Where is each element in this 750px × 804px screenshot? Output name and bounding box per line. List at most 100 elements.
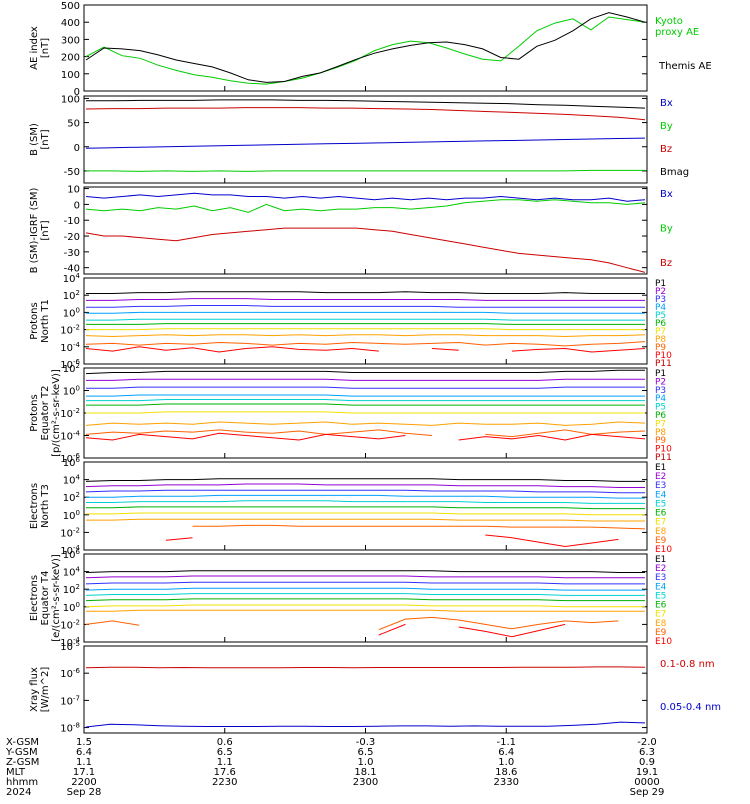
x-row-value: 18.6 xyxy=(495,767,517,778)
legend-entry: P10 xyxy=(655,445,672,455)
y-axis-label: [nT] xyxy=(40,129,51,149)
legend: 0.1-0.8 nm 0.05-0.4 nm xyxy=(660,659,721,713)
series-line-p3 xyxy=(86,305,645,308)
legend-entry: E1 xyxy=(655,555,666,565)
panel-5: 102 100 10-2 10-4 10-6 Protons Equator T2 [p/(c… xyxy=(29,362,672,465)
y-tick-label: 10-6 xyxy=(60,358,80,371)
series-line-p3 xyxy=(86,386,645,389)
series-line-kyoto-proxy-ae xyxy=(85,16,646,85)
series-line-e10 xyxy=(165,534,619,548)
legend-entry: By xyxy=(660,224,673,235)
series-line-p4 xyxy=(86,394,645,397)
y-axis-label: Electrons xyxy=(29,483,40,529)
x-row-label: X-GSM xyxy=(6,737,39,748)
panel-frame xyxy=(83,277,648,365)
x-row-value: 17.1 xyxy=(73,767,95,778)
series-line-p8 xyxy=(85,421,646,426)
x-row-value: 2230 xyxy=(212,777,237,788)
series-line-p8 xyxy=(85,334,646,338)
y-tick-label: -30 xyxy=(64,248,80,259)
series-line-e6 xyxy=(86,506,645,510)
legend-entry: Bz xyxy=(660,144,672,155)
y-tick-label: 10-2 xyxy=(60,324,80,337)
legend-entry: Bmag xyxy=(660,167,689,178)
y-axis-label: Equator T4 xyxy=(40,571,51,626)
series-line-bx xyxy=(85,192,646,202)
legend-entry: By xyxy=(660,121,673,132)
y-tick-label: 10-4 xyxy=(60,341,80,354)
y-tick-label: 400 xyxy=(61,18,80,29)
x-row-value: 1.1 xyxy=(76,757,92,768)
y-tick-label: 106 xyxy=(63,548,81,561)
legend-entry: E10 xyxy=(655,637,672,647)
y-tick-label: 100 xyxy=(63,601,80,614)
legend-entry: E10 xyxy=(655,545,672,555)
legend-entry: P3 xyxy=(655,295,666,305)
y-tick-label: 10-2 xyxy=(60,526,80,539)
y-axis-label: [e/(cm²-s-sr-keV)] xyxy=(51,554,62,642)
legend-entry: Bx xyxy=(660,98,673,109)
legend-entry: E6 xyxy=(655,601,667,611)
y-axis-label: B (SM) xyxy=(29,123,40,156)
panel-2: -50 0 50 100 B (SM) [nT] Bx By Bz Bmag xyxy=(29,94,689,184)
y-axis-label: Equator T2 xyxy=(40,386,51,441)
y-axis-label: AE index xyxy=(29,26,40,70)
series-line-p5 xyxy=(86,318,645,321)
y-tick-label: 100 xyxy=(61,94,80,105)
x-row-value: 1.0 xyxy=(358,757,374,768)
legend-entry: E8 xyxy=(655,619,667,629)
legend-entry: E6 xyxy=(655,509,667,519)
y-tick-label: 10-2 xyxy=(60,618,80,631)
y-axis-label: [W/m^2] xyxy=(40,667,51,713)
y-tick-label: 200 xyxy=(61,53,80,64)
series-line-p2 xyxy=(86,298,645,301)
date-start: Sep 28 xyxy=(67,787,102,798)
x-row-value: 0.6 xyxy=(217,737,233,748)
series-line-bz xyxy=(85,107,646,121)
legend-entry: P5 xyxy=(655,311,666,321)
legend-entry: E7 xyxy=(655,518,666,528)
y-axis-label: Protons xyxy=(29,394,40,431)
y-axis-label: [p/(cm²-s-sr-keV)] xyxy=(51,369,62,457)
series-line-e8 xyxy=(86,518,645,522)
y-axis-label: [nT] xyxy=(40,38,51,58)
y-tick-label: -50 xyxy=(64,167,80,178)
panel-frame xyxy=(83,553,648,643)
x-row-value: 2200 xyxy=(71,777,96,788)
panel-frame xyxy=(83,4,648,92)
legend-entry: P7 xyxy=(655,419,666,429)
x-row-value: -0.3 xyxy=(356,737,376,748)
legend-entry: E4 xyxy=(655,582,667,592)
y-tick-label: 10-7 xyxy=(60,694,80,707)
year-label: 2024 xyxy=(6,787,31,798)
legend-entry: E9 xyxy=(655,628,667,638)
x-row-value: 0000 xyxy=(634,777,659,788)
series-line-e2 xyxy=(85,575,645,579)
y-tick-label: 10 xyxy=(67,185,80,196)
legend-entry: E9 xyxy=(655,536,667,546)
series-line-e5 xyxy=(86,500,645,504)
y-tick-label: 10-2 xyxy=(60,407,80,420)
x-row-value: 18.1 xyxy=(354,767,376,778)
series-line-p4 xyxy=(86,311,645,314)
series-line-e10 xyxy=(378,623,566,638)
y-axis-label: North T3 xyxy=(40,484,51,528)
series-line-p6 xyxy=(86,323,645,325)
y-tick-label: 10-4 xyxy=(60,430,80,443)
legend-entry: P8 xyxy=(655,428,666,438)
legend-entry: P11 xyxy=(655,359,672,369)
y-tick-label: 50 xyxy=(67,119,80,130)
legend-entry: P9 xyxy=(655,436,666,446)
series-line-e7 xyxy=(86,512,645,516)
series-line-e2 xyxy=(85,483,645,488)
series-line-e5 xyxy=(85,593,645,596)
legend-entry: P5 xyxy=(655,403,666,413)
y-axis-label: B (SM)-IGRF (SM) xyxy=(29,188,40,274)
y-tick-label: 104 xyxy=(63,566,81,579)
x-row-value: 0.9 xyxy=(639,757,655,768)
series-line-e3 xyxy=(85,581,645,585)
